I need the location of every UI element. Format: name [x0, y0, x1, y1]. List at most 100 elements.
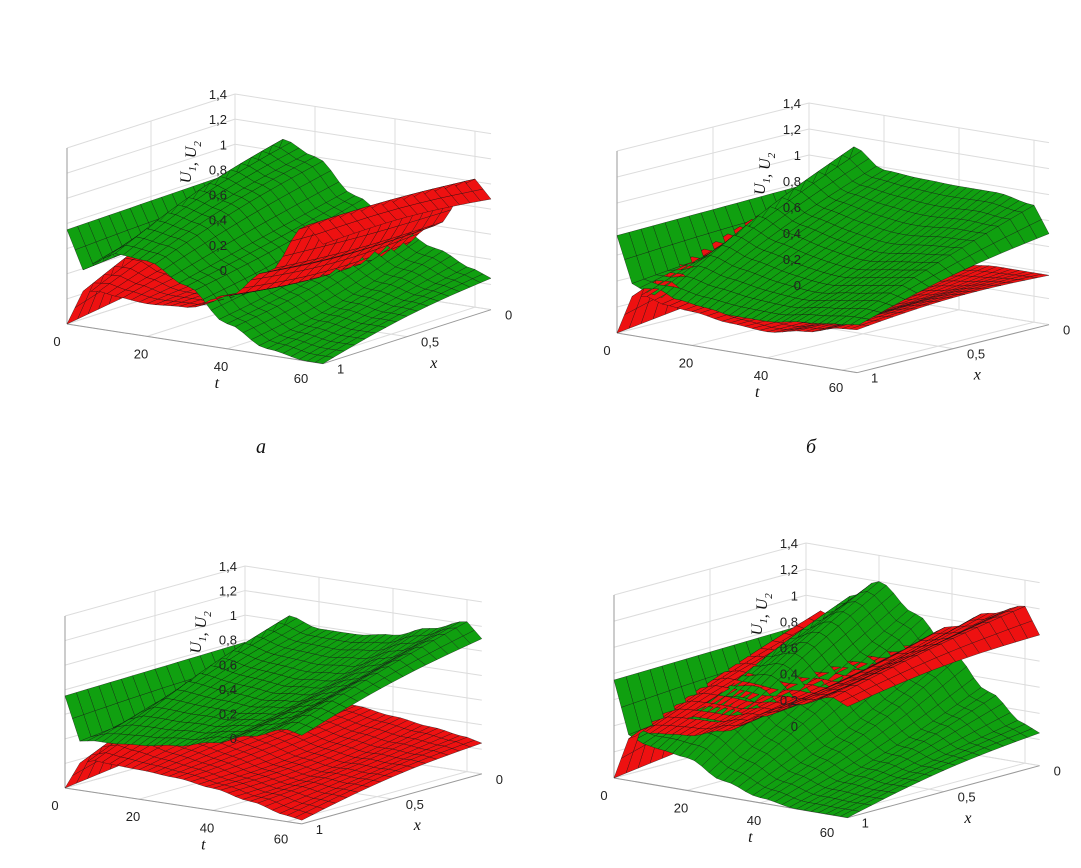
- x-tick-label: 0: [1063, 323, 1070, 338]
- t-tick-label: 60: [294, 371, 308, 386]
- x-tick-label: 1: [871, 371, 878, 386]
- t-axis-label: t: [201, 837, 206, 854]
- u1-surface-patch: [74, 282, 94, 309]
- t-axis-label: t: [755, 384, 760, 401]
- z-tick-label: 1: [791, 588, 798, 603]
- surfaces: [616, 146, 1050, 334]
- t-tick-label: 60: [829, 380, 843, 395]
- box-edge: [322, 309, 492, 365]
- x-tick-label: 0: [505, 308, 512, 323]
- axis-labels: 0 0,2 0,4 0,6 0,8 1 1,2 1,4 0 20 40 60 0 0,5 1 t x U1, U2: [603, 96, 1070, 401]
- x-tick-label: 0,5: [406, 797, 424, 812]
- x-axis-label: x: [429, 355, 437, 372]
- t-tick-label: 20: [134, 346, 148, 361]
- t-tick-label: 0: [53, 334, 60, 349]
- z-tick-label: 0,2: [219, 706, 237, 721]
- t-axis-label: t: [215, 375, 220, 392]
- grid-line: [244, 590, 482, 627]
- x-axis-label: x: [413, 817, 421, 834]
- z-tick-label: 0,6: [783, 200, 801, 215]
- x-tick-label: 0: [1054, 764, 1061, 779]
- box-edge: [616, 332, 858, 374]
- t-tick-label: 40: [754, 368, 768, 383]
- t-axis-label: t: [748, 829, 753, 846]
- z-tick-label: 0: [230, 731, 237, 746]
- surface-plot-4: 0 0,2 0,4 0,6 0,8 1 1,2 1,4 0 20 40 60 0 0,5 1 t x U1, U2: [600, 536, 1060, 846]
- z-tick-label: 1,2: [219, 584, 237, 599]
- z-tick-label: 1,2: [783, 122, 801, 137]
- box-edge: [856, 324, 1050, 374]
- z-tick-label: 0,4: [783, 226, 801, 241]
- z-tick-label: 0: [794, 278, 801, 293]
- z-tick-label: 0,6: [780, 641, 798, 656]
- surface-plot-2: 0 0,2 0,4 0,6 0,8 1 1,2 1,4 0 20 40 60 0 0,5 1 t x U1, U2: [603, 96, 1070, 401]
- x-tick-label: 0,5: [421, 335, 439, 350]
- z-tick-label: 0,6: [219, 657, 237, 672]
- z-tick-label: 1,4: [783, 96, 801, 111]
- z-tick-label: 0,8: [783, 174, 801, 189]
- grid-line: [808, 102, 1050, 144]
- box-edge: [66, 323, 324, 365]
- t-tick-label: 60: [274, 832, 288, 847]
- x-tick-label: 0,5: [967, 347, 985, 362]
- z-tick-label: 1: [794, 148, 801, 163]
- z-tick-label: 0,4: [219, 682, 237, 697]
- surface-plot-1: 0 0,2 0,4 0,6 0,8 1 1,2 1,4 0 20 40 60 0 0,5 1 t x U1, U2: [53, 87, 512, 392]
- axis-labels: 0 0,2 0,4 0,6 0,8 1 1,2 1,4 0 20 40 60 0 0,5 1 t x U1, U2: [53, 87, 512, 392]
- z-tick-label: 0,2: [209, 238, 227, 253]
- t-tick-label: 20: [126, 809, 140, 824]
- z-axis-label: U1, U2: [749, 593, 775, 636]
- grid-line: [234, 93, 492, 135]
- z-tick-label: 1: [230, 608, 237, 623]
- surfaces: [64, 615, 483, 821]
- z-tick-label: 0,8: [209, 162, 227, 177]
- z-tick-label: 1,4: [209, 87, 227, 102]
- x-axis-label: x: [963, 810, 971, 827]
- x-tick-label: 0: [496, 772, 503, 787]
- surfaces: [613, 581, 1041, 818]
- surfaces: [66, 138, 492, 364]
- z-tick-label: 1,2: [209, 112, 227, 127]
- t-tick-label: 20: [674, 800, 688, 815]
- z-tick-label: 0,2: [783, 252, 801, 267]
- x-axis-label: x: [973, 366, 981, 383]
- t-tick-label: 0: [600, 788, 607, 803]
- z-tick-label: 1,4: [219, 559, 237, 574]
- z-axis-label: U1, U2: [178, 141, 204, 184]
- x-tick-label: 1: [862, 816, 869, 831]
- z-tick-label: 0,4: [209, 213, 227, 228]
- z-tick-label: 1,4: [780, 536, 798, 551]
- z-tick-label: 1,2: [780, 562, 798, 577]
- z-tick-label: 0: [220, 263, 227, 278]
- t-tick-label: 40: [747, 813, 761, 828]
- panel-label-b: б: [806, 436, 817, 458]
- z-tick-label: 0,2: [780, 693, 798, 708]
- x-tick-label: 1: [337, 362, 344, 377]
- surface-plot-3: 0 0,2 0,4 0,6 0,8 1 1,2 1,4 0 20 40 60 0 0,5 1 t x U1, U2: [51, 559, 503, 854]
- z-axis-label: U1, U2: [188, 611, 214, 654]
- t-tick-label: 40: [200, 820, 214, 835]
- z-tick-label: 0: [791, 719, 798, 734]
- u2-surface-patch: [66, 225, 86, 251]
- z-tick-label: 0,4: [780, 667, 798, 682]
- box-edge: [64, 787, 302, 825]
- x-tick-label: 0,5: [958, 790, 976, 805]
- z-tick-label: 0,6: [209, 188, 227, 203]
- u1-surface-patch: [624, 287, 645, 316]
- z-axis-label: U1, U2: [752, 152, 778, 195]
- t-tick-label: 0: [51, 798, 58, 813]
- z-tick-label: 1: [220, 137, 227, 152]
- t-tick-label: 0: [603, 343, 610, 358]
- panel-label-a: а: [256, 436, 266, 458]
- grid-line: [805, 542, 1040, 584]
- t-tick-label: 20: [679, 355, 693, 370]
- z-tick-label: 0,8: [780, 614, 798, 629]
- box-edge: [301, 773, 482, 825]
- u2-surface-patch: [616, 232, 637, 260]
- t-tick-label: 60: [820, 825, 834, 840]
- grid-line: [808, 128, 1050, 170]
- grid-line: [234, 118, 492, 160]
- u1-surface-patch: [290, 225, 311, 242]
- z-tick-label: 0,8: [219, 633, 237, 648]
